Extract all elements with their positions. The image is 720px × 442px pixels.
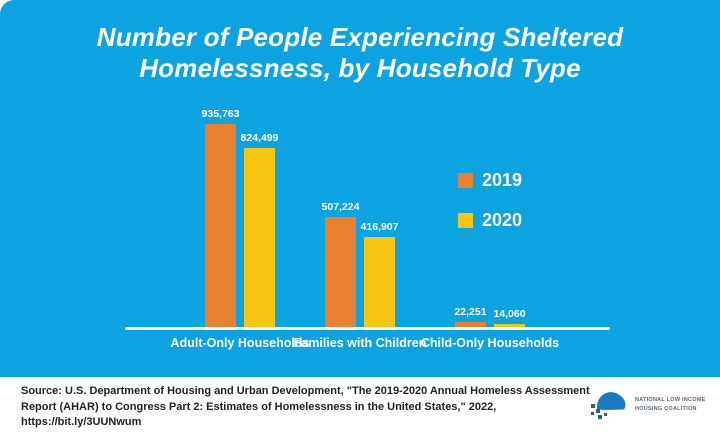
bar-value-2020-adult-only-households: 824,499 [240, 132, 279, 144]
category-label-2: Families with Children [293, 336, 427, 350]
chart-title-line1: Number of People Experiencing Sheltered [96, 22, 624, 52]
bar-2019-child-only-households [455, 322, 486, 327]
chart-title-line2: Homelessness, by Household Type [139, 52, 581, 83]
bar-value-2020-families-with-children: 416,907 [360, 221, 399, 233]
logo-text: National Low Income Housing Coalition [635, 396, 706, 414]
chart-background [0, 0, 720, 377]
legend-swatch-2019 [458, 173, 473, 188]
chart-title: Number of People Experiencing Sheltered … [0, 22, 720, 83]
legend-item-2020: 2020 [458, 210, 522, 231]
bar-value-2019-adult-only-households: 935,763 [201, 108, 240, 120]
bar-2020-child-only-households [494, 324, 525, 327]
bar-value-2020-child-only-households: 14,060 [493, 308, 526, 320]
bar-2020-families-with-children [364, 237, 395, 327]
logo-text-line1: National Low Income [635, 397, 706, 404]
bar-2020-adult-only-households [244, 148, 275, 327]
x-axis-line [125, 327, 610, 330]
logo-text-line2: Housing Coalition [635, 406, 697, 412]
legend-swatch-2020 [458, 213, 473, 228]
nlihc-logo: National Low Income Housing Coalition [590, 388, 708, 422]
category-label-1: Adult-Only Households [170, 336, 310, 350]
bar-value-2019-families-with-children: 507,224 [321, 201, 360, 213]
house-logo-icon [591, 392, 626, 419]
legend-label-2019: 2019 [482, 170, 523, 190]
legend-label-2020: 2020 [482, 210, 523, 230]
legend: 2019 2020 [458, 170, 522, 250]
bar-value-2019-child-only-households: 22,251 [454, 306, 487, 318]
footer: Source: U.S. Department of Housing and U… [0, 377, 720, 442]
source-citation: Source: U.S. Department of Housing and U… [21, 385, 590, 429]
bar-2019-families-with-children [325, 217, 356, 327]
bar-2019-adult-only-households [205, 124, 236, 327]
category-label-3: Child-Only Households [420, 336, 560, 350]
chart: 935,763 824,499 Adult-Only Households 507,2… [125, 100, 610, 350]
legend-item-2019: 2019 [458, 170, 522, 191]
